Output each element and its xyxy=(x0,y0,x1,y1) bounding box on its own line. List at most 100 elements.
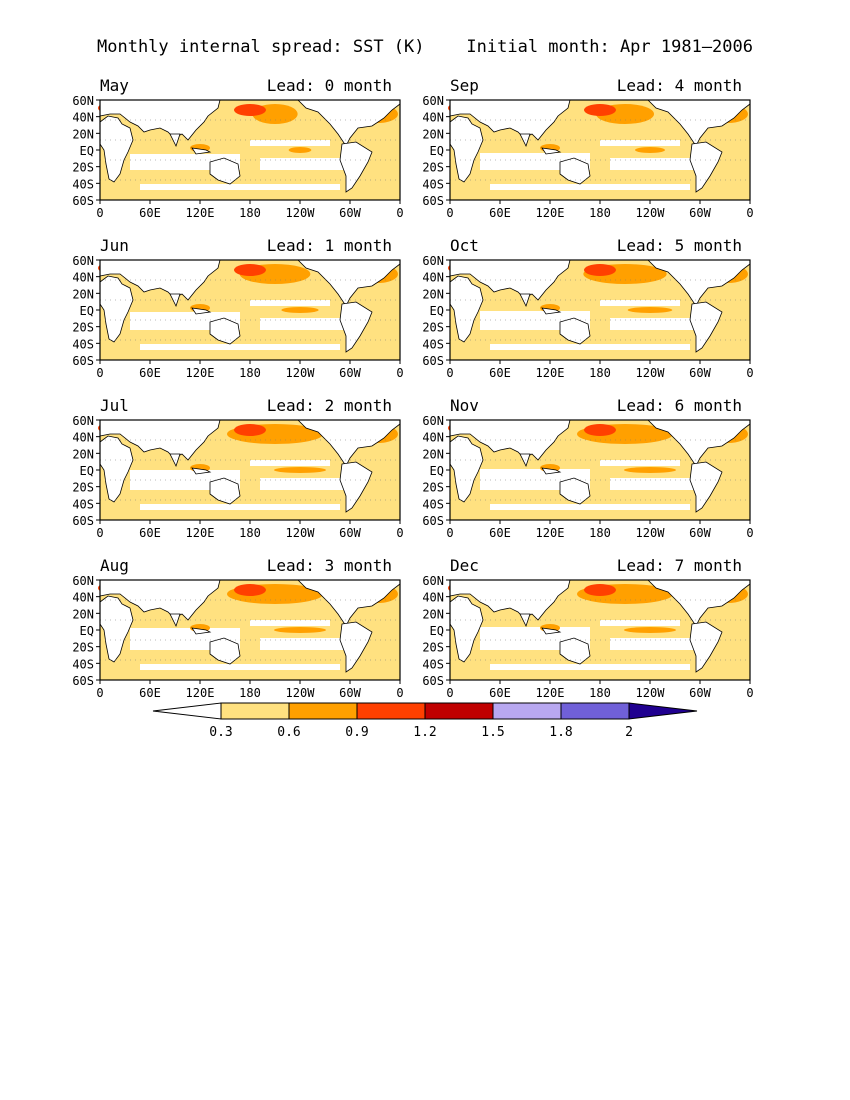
low-spread-zone xyxy=(600,300,680,306)
lat-label: 20N xyxy=(72,607,94,621)
low-spread-zone xyxy=(260,318,360,330)
lat-label: 20N xyxy=(422,127,444,141)
lon-label: 180 xyxy=(589,366,611,380)
low-spread-zone xyxy=(600,460,680,466)
lon-label: 120W xyxy=(286,526,316,540)
lat-label: 40S xyxy=(422,657,444,671)
high-spread-patch xyxy=(234,584,266,596)
lon-label: 60E xyxy=(489,526,511,540)
colorbar-label: 1.5 xyxy=(481,725,504,740)
lat-label: EQ xyxy=(80,624,94,638)
lat-label: 60S xyxy=(72,514,94,528)
low-spread-zone xyxy=(250,300,330,306)
lon-label: 60W xyxy=(689,686,711,700)
lon-label: 180 xyxy=(589,686,611,700)
lat-label: 20S xyxy=(422,641,444,655)
lat-label: EQ xyxy=(80,304,94,318)
low-spread-zone xyxy=(610,638,710,650)
low-spread-zone xyxy=(260,638,360,650)
lon-label: 0 xyxy=(96,206,103,220)
panel-month-label: Oct xyxy=(450,236,479,255)
lat-label: 60N xyxy=(422,414,444,428)
lon-label: 180 xyxy=(239,366,261,380)
lat-label: 40S xyxy=(72,497,94,511)
lat-label: 20S xyxy=(422,161,444,175)
low-spread-zone xyxy=(250,620,330,626)
lat-label: 60N xyxy=(422,254,444,268)
lon-label: 120E xyxy=(536,686,565,700)
lat-label: 60N xyxy=(422,94,444,108)
panel-month-label: Dec xyxy=(450,556,479,575)
lon-label: 0 xyxy=(396,686,403,700)
lat-label: 60N xyxy=(72,254,94,268)
panel-lead-label: Lead: 0 month xyxy=(267,76,392,95)
lat-label: 60N xyxy=(72,94,94,108)
high-spread-patch xyxy=(234,424,266,436)
lon-label: 120E xyxy=(186,686,215,700)
lon-label: 0 xyxy=(396,526,403,540)
lat-label: 60N xyxy=(72,574,94,588)
lon-label: 60W xyxy=(339,366,361,380)
lat-label: 60S xyxy=(422,514,444,528)
low-spread-zone xyxy=(610,318,710,330)
lat-label: 40N xyxy=(422,111,444,125)
colorbar-label: 0.3 xyxy=(209,725,232,740)
colorbar-segment xyxy=(560,702,630,720)
lon-label: 0 xyxy=(96,686,103,700)
lon-label: 120W xyxy=(636,526,666,540)
enso-spread-patch xyxy=(274,467,326,473)
lon-label: 180 xyxy=(239,686,261,700)
low-spread-zone xyxy=(490,504,690,510)
lon-label: 60E xyxy=(139,686,161,700)
lon-label: 120W xyxy=(286,686,316,700)
low-spread-zone xyxy=(140,664,340,670)
panel-lead-label: Lead: 7 month xyxy=(617,556,742,575)
lon-label: 60E xyxy=(489,206,511,220)
lon-label: 120E xyxy=(186,366,215,380)
low-spread-zone xyxy=(490,344,690,350)
low-spread-zone xyxy=(260,158,360,170)
colorbar-segment xyxy=(492,702,562,720)
lon-label: 60W xyxy=(339,526,361,540)
high-spread-patch xyxy=(234,104,266,116)
figure-title-left: Monthly internal spread: SST (K) xyxy=(97,37,425,57)
lon-label: 0 xyxy=(746,366,753,380)
enso-spread-patch xyxy=(274,627,326,633)
low-spread-zone xyxy=(140,344,340,350)
enso-spread-patch xyxy=(635,147,665,153)
panel-lead-label: Lead: 3 month xyxy=(267,556,392,575)
lat-label: 60S xyxy=(72,194,94,208)
lon-label: 180 xyxy=(239,206,261,220)
lat-label: 40N xyxy=(72,271,94,285)
enso-spread-patch xyxy=(627,307,673,313)
panel-month-label: Nov xyxy=(450,396,479,415)
lon-label: 120W xyxy=(636,366,666,380)
lon-label: 60E xyxy=(489,686,511,700)
panel-month-label: Jun xyxy=(100,236,129,255)
lat-label: 40S xyxy=(422,177,444,191)
lat-label: 60S xyxy=(422,674,444,688)
colorbar-segment xyxy=(288,702,358,720)
lon-label: 0 xyxy=(746,686,753,700)
panel-lead-label: Lead: 6 month xyxy=(617,396,742,415)
figure-title-right: Initial month: Apr 1981—2006 xyxy=(466,37,753,57)
low-spread-zone xyxy=(610,478,710,490)
lon-label: 120E xyxy=(536,366,565,380)
low-spread-zone xyxy=(250,460,330,466)
low-spread-zone xyxy=(600,140,680,146)
lat-label: 40S xyxy=(72,177,94,191)
lat-label: 20N xyxy=(422,607,444,621)
low-spread-zone xyxy=(490,664,690,670)
lat-label: 60S xyxy=(422,354,444,368)
lon-label: 120E xyxy=(536,526,565,540)
